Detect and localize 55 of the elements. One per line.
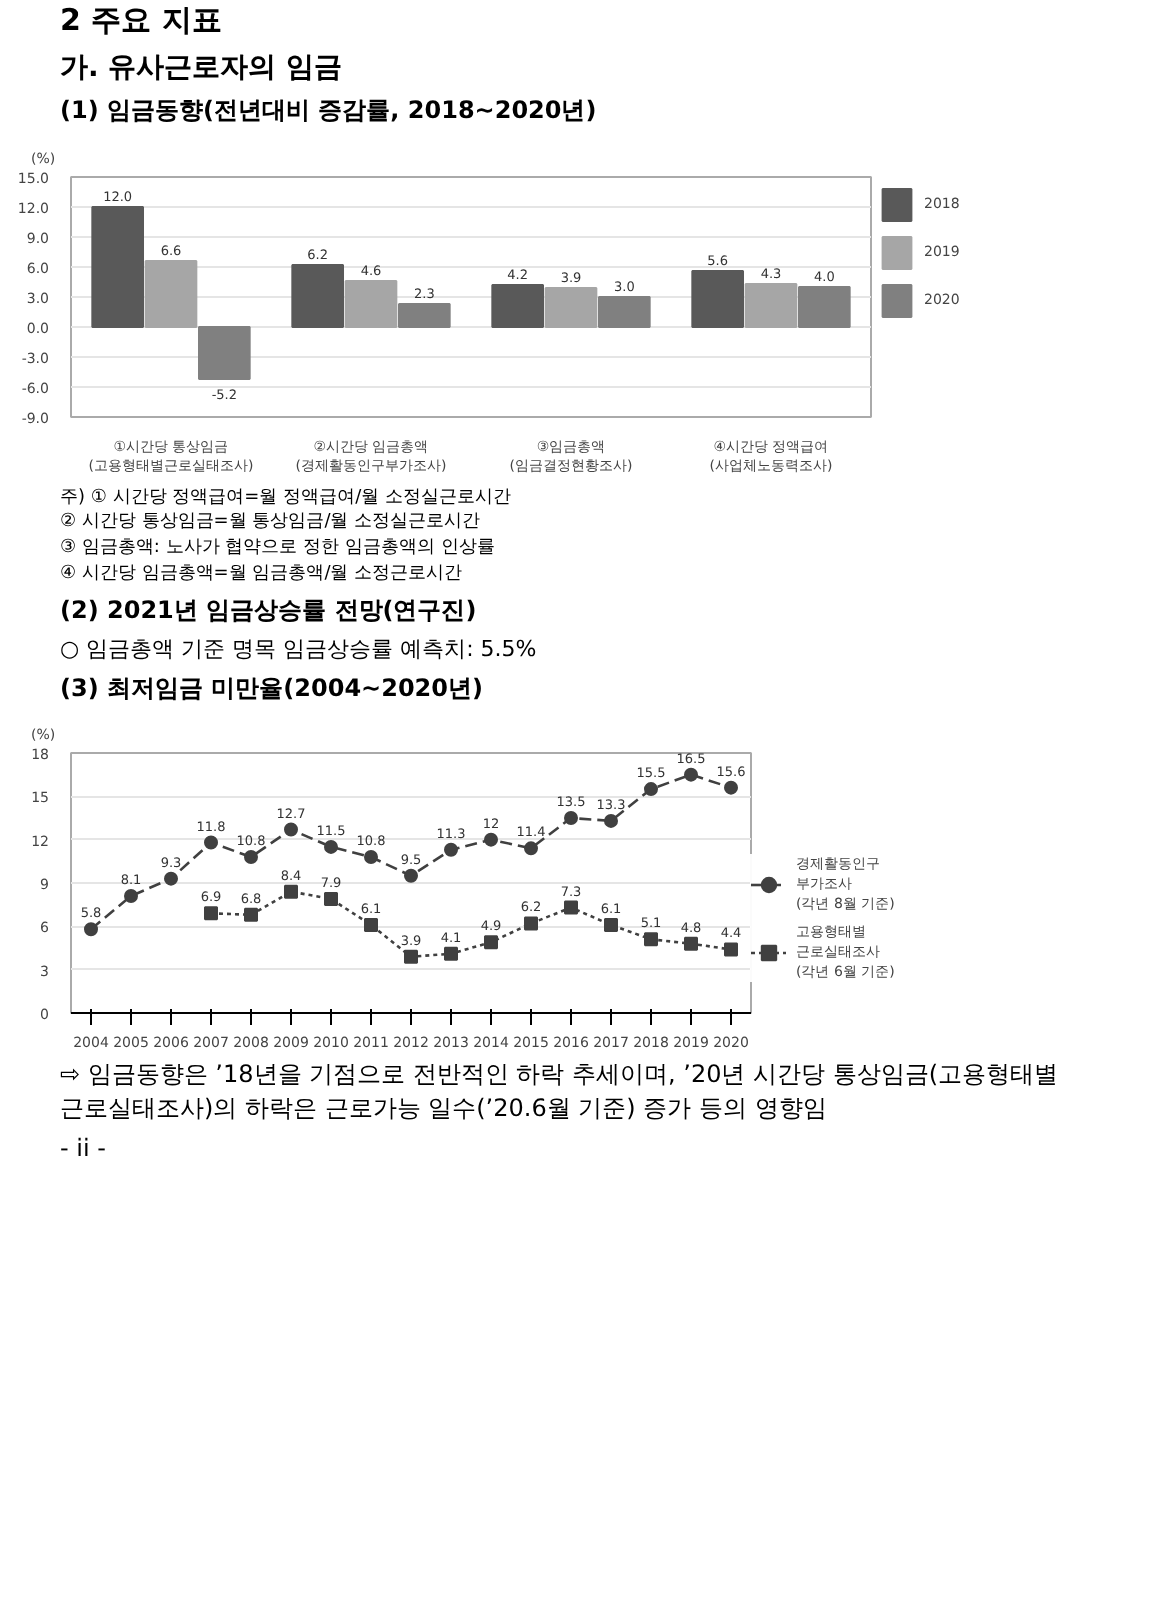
point: [284, 884, 298, 899]
text: ⇨ 임금동향은 ’18년을 기점으로 전반적인 하락 추세이며, ’20년 시간당 통상임금(고용형태별근로실태조사)의 하락은 근로가능 일수(’20.6월 기준) 증가 등의 영향임: [60, 1057, 1061, 1127]
point: [204, 906, 218, 921]
point: [164, 871, 178, 886]
point: [604, 917, 618, 932]
point: [284, 822, 298, 837]
point: [564, 900, 578, 915]
text: ③ 임금총액: 노사가 협약으로 정한 임금총액의 인상률: [60, 538, 495, 559]
point: [244, 849, 258, 864]
chart-title: (1) 임금동향(전년대비 증감률, 2018~2020년): [60, 94, 597, 129]
point: [324, 891, 338, 906]
text: 2 주요 지표: [60, 0, 222, 42]
text: 가. 유사근로자의 임금: [60, 50, 343, 89]
text: ② 시간당 통상임금=월 통상임금/월 소정실근로시간: [60, 512, 481, 533]
point: [444, 842, 458, 857]
text: ④ 시간당 임금총액=월 임금총액/월 소정근로시간: [60, 564, 463, 585]
point: [524, 916, 538, 931]
point: [524, 841, 538, 856]
point: [564, 810, 578, 825]
bar: [491, 283, 544, 328]
text: - ii -: [60, 1132, 106, 1167]
point: [684, 767, 698, 782]
bar: [744, 282, 798, 328]
point: [124, 888, 138, 903]
bar: [91, 205, 144, 328]
point: [404, 868, 418, 883]
point: [644, 932, 658, 947]
text: 주) ① 시간당 정액급여=월 정액급여/월 소정실근로시간: [60, 487, 511, 508]
text: ○ 임금총액 기준 명목 임금상승률 예측치: 5.5%: [60, 634, 537, 666]
point: [244, 907, 258, 922]
bar: [398, 302, 451, 328]
point: [364, 849, 378, 864]
bar: [291, 263, 344, 328]
bar: [598, 295, 651, 328]
point: [404, 949, 418, 964]
point: [644, 781, 658, 796]
text: (2) 2021년 임금상승률 전망(연구진): [60, 593, 477, 628]
point: [84, 922, 98, 937]
point: [724, 942, 738, 957]
point: [364, 917, 378, 932]
point: [724, 780, 738, 795]
point: [484, 935, 498, 950]
chart-title: (3) 최저임금 미만율(2004~2020년): [60, 671, 483, 706]
point: [604, 813, 618, 828]
point: [324, 839, 338, 854]
point: [444, 946, 458, 961]
bar: [344, 279, 398, 328]
bar: [198, 325, 251, 380]
bar: [691, 269, 744, 328]
point: [684, 936, 698, 951]
bar: [544, 286, 598, 328]
bar: [798, 285, 851, 328]
bar: [144, 259, 198, 328]
point: [484, 832, 498, 847]
point: [204, 835, 218, 850]
